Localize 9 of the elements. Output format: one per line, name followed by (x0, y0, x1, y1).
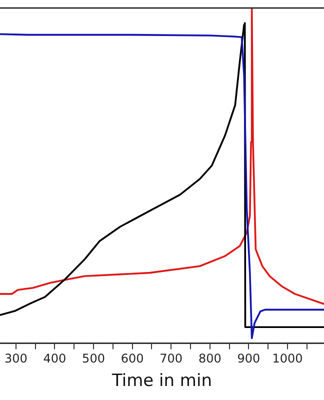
x-tick-label: 600 (120, 352, 144, 366)
x-axis-title: Time in min (111, 371, 212, 392)
x-tick-label: 300 (4, 352, 28, 366)
x-tick-label: 700 (160, 352, 183, 366)
x-tick-label: 400 (43, 352, 66, 366)
x-tick-label: 900 (237, 352, 260, 366)
x-tick-label: 500 (82, 352, 105, 366)
x-tick-label: 800 (198, 352, 222, 366)
x-tick-label: 1000 (272, 352, 303, 366)
